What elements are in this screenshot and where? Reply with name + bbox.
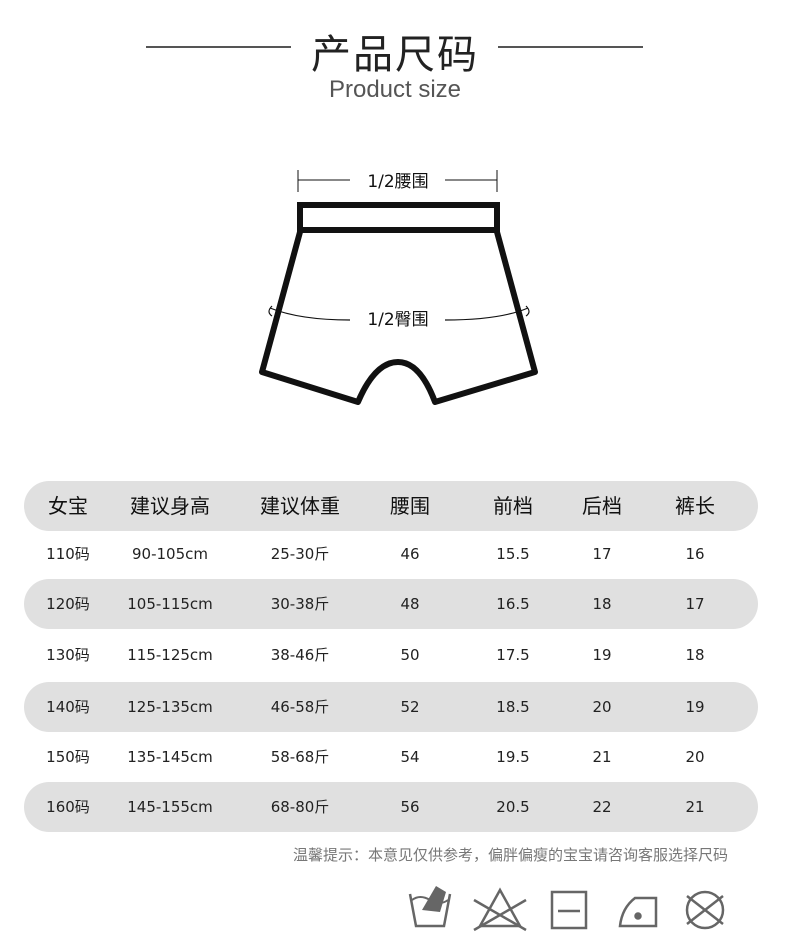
table-cell: 18	[685, 646, 705, 664]
table-cell: 115-125cm	[127, 646, 213, 664]
column-header: 建议体重	[260, 494, 340, 518]
table-cell: 48	[400, 595, 420, 613]
page-title: 产品尺码	[311, 32, 479, 78]
table-cell: 22	[592, 798, 612, 816]
table-cell: 68-80斤	[270, 798, 330, 816]
table-cell: 20	[685, 748, 705, 766]
table-cell: 17	[592, 545, 612, 563]
table-cell: 20.5	[496, 798, 530, 816]
table-cell: 140码	[46, 698, 90, 716]
table-cell: 56	[400, 798, 420, 816]
table-cell: 125-135cm	[127, 698, 213, 716]
hip-label: 1/2臀围	[367, 310, 428, 330]
table-cell: 21	[592, 748, 612, 766]
table-cell: 17	[685, 595, 705, 613]
page-subtitle: Product size	[328, 76, 462, 103]
table-row: 120码 105-115cm 30-38斤 48 16.5 18 17	[24, 579, 758, 629]
table-cell: 17.5	[496, 646, 530, 664]
sizing-tip: 温馨提示：本意见仅供参考，偏胖偏瘦的宝宝请咨询客服选择尺码	[292, 846, 728, 864]
table-cell: 135-145cm	[127, 748, 213, 766]
table-cell: 19	[685, 698, 705, 716]
table-cell: 30-38斤	[270, 595, 330, 613]
table-cell: 150码	[46, 748, 90, 766]
table-cell: 16	[685, 545, 705, 563]
table-cell: 21	[685, 798, 705, 816]
table-cell: 52	[400, 698, 420, 716]
column-header: 腰围	[390, 494, 430, 518]
table-cell: 18	[592, 595, 612, 613]
table-cell: 110码	[46, 545, 90, 563]
table-cell: 46-58斤	[270, 698, 330, 716]
column-header: 前档	[493, 494, 533, 518]
table-cell: 50	[400, 646, 420, 664]
column-header: 后档	[582, 494, 622, 518]
no-bleach-icon	[473, 887, 527, 932]
column-header: 建议身高	[130, 494, 210, 518]
waist-label: 1/2腰围	[367, 172, 428, 192]
title-divider-right	[498, 46, 643, 48]
table-cell: 54	[400, 748, 420, 766]
table-header: 女宝 建议身高 建议体重 腰围 前档 后档 裤长	[24, 481, 758, 531]
table-row: 110码 90-105cm 25-30斤 46 15.5 17 16	[24, 529, 758, 579]
table-cell: 16.5	[496, 595, 530, 613]
column-header: 裤长	[675, 494, 715, 518]
care-icons	[408, 886, 725, 932]
table-row: 160码 145-155cm 68-80斤 56 20.5 22 21	[24, 782, 758, 832]
no-dry-clean-icon	[685, 890, 725, 930]
table-cell: 160码	[46, 798, 90, 816]
table-cell: 90-105cm	[132, 545, 208, 563]
waistband-shape	[297, 202, 500, 233]
table-cell: 46	[400, 545, 420, 563]
title-divider-left	[146, 46, 291, 48]
table-cell: 105-115cm	[127, 595, 213, 613]
low-iron-icon	[618, 896, 658, 928]
table-row: 150码 135-145cm 58-68斤 54 19.5 21 20	[24, 732, 758, 782]
table-cell: 145-155cm	[127, 798, 213, 816]
shorts-outline	[259, 231, 538, 405]
hip-measure-line	[269, 307, 529, 321]
table-cell: 25-30斤	[270, 545, 330, 563]
table-row: 140码 125-135cm 46-58斤 52 18.5 20 19	[24, 682, 758, 732]
table-row: 130码 115-125cm 38-46斤 50 17.5 19 18	[24, 630, 758, 680]
hand-wash-icon	[408, 886, 452, 928]
table-cell: 19	[592, 646, 612, 664]
shorts-diagram: 1/2腰围 1/2臀围	[259, 170, 538, 405]
waist-measure-line	[297, 170, 498, 192]
table-cell: 20	[592, 698, 612, 716]
dry-flat-icon	[550, 890, 588, 930]
table-cell: 58-68斤	[270, 748, 330, 766]
table-cell: 120码	[46, 595, 90, 613]
table-cell: 19.5	[496, 748, 530, 766]
column-header: 女宝	[48, 494, 88, 518]
table-cell: 18.5	[496, 698, 530, 716]
table-cell: 38-46斤	[270, 646, 330, 664]
table-cell: 15.5	[496, 545, 530, 563]
table-cell: 130码	[46, 646, 90, 664]
